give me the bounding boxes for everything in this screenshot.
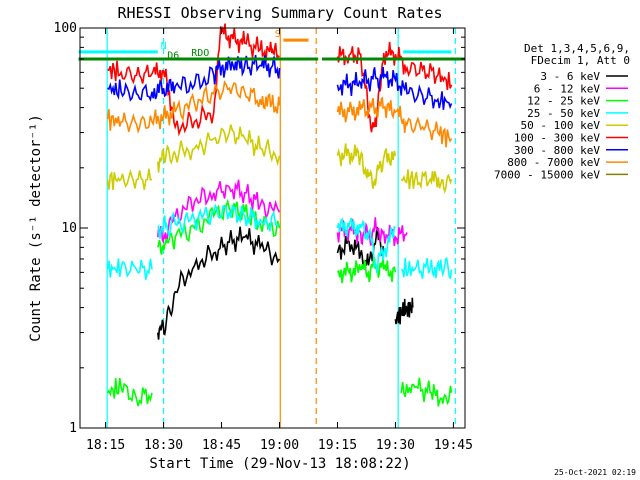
plot-area: N RDO S D6 — [78, 23, 465, 428]
x-axis-label: Start Time (29-Nov-13 18:08:22) — [149, 456, 410, 472]
y-axis: 1 10 100 — [54, 21, 465, 436]
x-tick-label-0: 18:15 — [86, 438, 125, 453]
legend-label-7: 800 - 7000 keV — [507, 156, 600, 169]
annotation-label-0: N — [161, 41, 167, 52]
legend-label-2: 12 - 25 keV — [527, 95, 600, 108]
legend-label-4: 50 - 100 keV — [521, 119, 601, 132]
legend-label-5: 100 - 300 keV — [514, 132, 600, 145]
footer-timestamp: 25-Oct-2021 02:19 — [554, 468, 636, 477]
y-axis-label: Count Rate (s⁻¹ detector⁻¹) — [28, 114, 44, 342]
x-tick-label-1: 18:30 — [144, 438, 183, 453]
series-4-segment-2 — [336, 143, 397, 189]
series-0-segment-0 — [157, 226, 281, 340]
y-tick-label-1: 10 — [61, 221, 77, 236]
annotation-label-2: S — [275, 29, 281, 40]
x-tick-label-5: 19:30 — [376, 438, 415, 453]
x-axis: 18:15 18:30 18:45 19:00 19:15 19:30 19:45 — [86, 28, 473, 453]
chart-title: RHESSI Observing Summary Count Rates — [117, 4, 442, 22]
series-3-segment-2 — [336, 217, 396, 274]
series-3-segment-3 — [400, 256, 453, 279]
series-2-segment-0 — [106, 377, 153, 407]
legend-header-0: Det 1,3,4,5,6,9, — [524, 42, 630, 55]
annotation-label-1: RDO — [191, 48, 209, 59]
legend: Det 1,3,4,5,6,9,FDecim 1, Att 0 3 - 6 keV… — [494, 42, 630, 181]
series-6-segment-0 — [107, 54, 281, 102]
series-7-segment-0 — [106, 80, 281, 134]
series-6-segment-1 — [336, 67, 453, 110]
legend-label-8: 7000 - 15000 keV — [494, 168, 600, 181]
series-5-segment-0 — [107, 23, 280, 137]
series-4-segment-1 — [157, 124, 281, 173]
x-tick-label-6: 19:45 — [434, 438, 473, 453]
series-0-segment-2 — [394, 297, 414, 325]
legend-label-1: 6 - 12 keV — [534, 82, 601, 95]
series-3-segment-1 — [157, 203, 280, 239]
series-2-segment-1 — [157, 198, 281, 255]
x-tick-label-4: 19:15 — [318, 438, 357, 453]
y-tick-label-0: 1 — [69, 421, 77, 436]
annotation-label-3: D6 — [167, 50, 179, 61]
legend-header-1: FDecim 1, Att 0 — [531, 54, 630, 67]
y-tick-label-2: 100 — [54, 21, 77, 36]
x-tick-label-2: 18:45 — [202, 438, 241, 453]
series-5-segment-1 — [336, 41, 453, 133]
legend-label-0: 3 - 6 keV — [540, 70, 600, 83]
series-2-segment-2 — [336, 256, 397, 284]
series-3-segment-0 — [106, 258, 153, 280]
series-4-segment-3 — [400, 169, 453, 194]
series-2-segment-3 — [400, 377, 453, 407]
series-7-segment-1 — [336, 96, 453, 148]
series-4-segment-0 — [106, 168, 153, 190]
x-tick-label-3: 19:00 — [260, 438, 299, 453]
series-1-segment-0 — [157, 179, 281, 244]
legend-label-6: 300 - 800 keV — [514, 144, 600, 157]
legend-label-3: 25 - 50 keV — [527, 107, 600, 120]
